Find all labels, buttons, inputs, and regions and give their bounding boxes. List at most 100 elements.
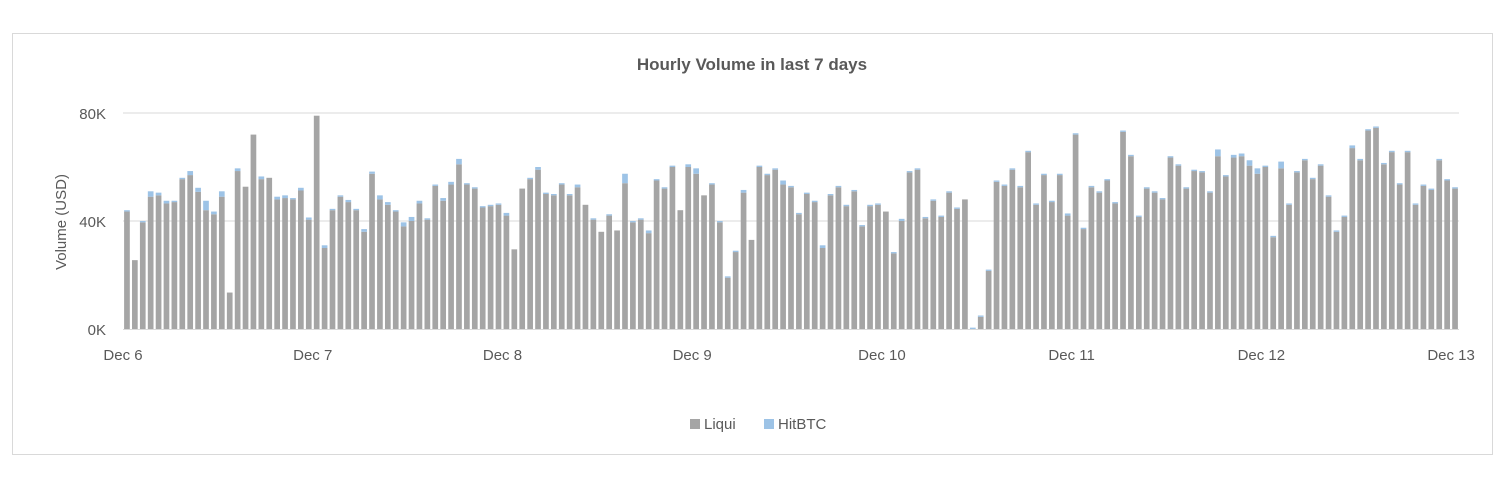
bar-hitbtc: HitBTC: 500	[1033, 203, 1039, 205]
bar-liqui: Liqui: 46000	[384, 204, 391, 329]
bar-liqui: Liqui: 35500	[645, 233, 652, 329]
bar-liqui: Liqui: 46000	[1033, 204, 1039, 329]
bar-hitbtc: HitBTC: 500	[890, 252, 897, 254]
bar-liqui: Liqui: 40500	[637, 219, 644, 329]
bar-hitbtc: HitBTC: 500	[566, 194, 573, 196]
bar-hitbtc: HitBTC: 500	[464, 183, 470, 185]
bar-hitbtc: HitBTC: 1000	[819, 245, 826, 248]
bar-hitbtc: HitBTC: 500	[1388, 150, 1395, 153]
bar-liqui: Liqui: 50800	[195, 191, 201, 329]
bar-hitbtc: HitBTC: 1000	[740, 189, 747, 193]
bar-liqui: Liqui: 58500	[1191, 171, 1198, 329]
bar-liqui: Liqui: 57000	[187, 175, 194, 329]
bar-hitbtc: HitBTC: 1000	[274, 196, 280, 200]
bar-hitbtc: HitBTC: 500	[788, 185, 794, 188]
bar-liqui: Liqui: 45000	[479, 207, 486, 329]
bar-hitbtc: HitBTC: 500	[432, 184, 439, 186]
bar-liqui: Liqui: 43500	[392, 211, 399, 329]
bar-liqui: Liqui: 65500	[1404, 152, 1411, 329]
bar-hitbtc: HitBTC: 500	[1365, 129, 1371, 131]
y-tick-label: 80K	[79, 106, 106, 123]
bar-hitbtc: HitBTC: 500	[1309, 177, 1316, 180]
legend-label: HitBTC	[778, 416, 827, 433]
bar-liqui: Liqui: 41500	[938, 216, 945, 329]
bar-liqui: Liqui: 51500	[1428, 189, 1435, 329]
bar-hitbtc: HitBTC: 500	[977, 315, 984, 317]
bar-hitbtc: HitBTC: 500	[717, 221, 723, 223]
bar-hitbtc: HitBTC: 500	[1017, 185, 1024, 188]
bar-liqui: Liqui: 39500	[139, 222, 146, 329]
bar-liqui: Liqui: 60000	[756, 167, 763, 329]
bar-hitbtc: HitBTC: 1000	[234, 168, 241, 172]
bar-liqui: Liqui: 36000	[361, 231, 367, 329]
bar-hitbtc: HitBTC: 500	[1412, 203, 1419, 205]
bar-hitbtc: HitBTC: 500	[471, 187, 478, 189]
bar-hitbtc: HitBTC: 1000	[163, 200, 170, 204]
bar-hitbtc: HitBTC: 500	[487, 204, 494, 207]
bar-liqui: Liqui: 41500	[1135, 216, 1142, 329]
bar-hitbtc: HitBTC: 500	[550, 194, 557, 196]
bar-liqui: Liqui: 59000	[914, 169, 921, 329]
bar-hitbtc: HitBTC: 500	[811, 200, 818, 203]
x-tick-label: Dec 12	[1238, 347, 1286, 364]
bar-liqui: Liqui: 46000	[495, 204, 502, 329]
bar-hitbtc: HitBTC: 500	[1175, 164, 1182, 166]
legend-item-liqui: Liqui	[690, 416, 736, 433]
bar-hitbtc: HitBTC: 500	[1444, 179, 1450, 181]
bar-liqui: Liqui: 57500	[1254, 173, 1261, 329]
bar-hitbtc: HitBTC: 500	[764, 173, 771, 176]
bar-liqui: Liqui: 63500	[1230, 157, 1237, 329]
bar-liqui: Liqui: 50500	[740, 192, 747, 329]
bar-liqui: Liqui: 46000	[1412, 204, 1419, 329]
bar-hitbtc: HitBTC: 500	[1428, 188, 1435, 190]
bar-liqui: Liqui: 45500	[867, 206, 873, 329]
bar-liqui: Liqui: 50000	[543, 194, 549, 329]
bar-liqui: Liqui: 53500	[780, 184, 786, 329]
bar-hitbtc: HitBTC: 800	[345, 199, 352, 203]
bar-hitbtc: HitBTC: 3500	[203, 200, 209, 211]
bar-liqui: Liqui: 52500	[835, 187, 842, 329]
bar-hitbtc: HitBTC: 1500	[195, 187, 201, 192]
bar-liqui: Liqui: 38000	[400, 226, 407, 329]
x-tick-label: Dec 11	[1048, 347, 1094, 364]
bar-liqui: Liqui: 47000	[171, 202, 178, 329]
bar-liqui: Liqui: 58000	[906, 172, 913, 329]
bar-hitbtc: HitBTC: 500	[851, 189, 858, 192]
bar-hitbtc: HitBTC: 500	[1341, 215, 1348, 217]
bar-liqui: Liqui: 48000	[962, 199, 968, 329]
bar-hitbtc: HitBTC: 500	[1333, 230, 1340, 232]
bar-hitbtc: HitBTC: 500	[1270, 235, 1277, 238]
bars: Liqui: 43500HitBTC: 500Liqui: 25500Liqui…	[124, 115, 1458, 329]
bar-liqui: Liqui: 44000	[677, 210, 684, 329]
bar-liqui: Liqui: 40500	[590, 219, 597, 329]
bar-liqui: Liqui: 72000	[1072, 134, 1079, 329]
bar-liqui: Liqui: 58000	[1199, 172, 1205, 329]
x-tick-label: Dec 10	[858, 347, 906, 364]
bar-hitbtc: HitBTC: 500	[1143, 187, 1150, 189]
bar-liqui: Liqui: 30000	[819, 248, 826, 329]
bar-hitbtc: HitBTC: 500	[1080, 227, 1087, 230]
bar-hitbtc: HitBTC: 500	[724, 276, 731, 278]
bar-hitbtc: HitBTC: 1000	[574, 184, 581, 188]
bar-hitbtc: HitBTC: 2000	[456, 158, 462, 165]
x-axis-ticks: Dec 6 Dec 7 Dec 8 Dec 9 Dec 10 Dec 11 Dec 12 De…	[103, 347, 1474, 364]
bar-liqui: Liqui: 47500	[440, 200, 447, 329]
bar-hitbtc: HitBTC: 500	[922, 216, 929, 219]
bar-liqui: Liqui: 62500	[1302, 160, 1308, 329]
bar-liqui: Liqui: 73500	[1365, 130, 1371, 329]
bar-hitbtc: HitBTC: 500	[1096, 191, 1103, 193]
bar-hitbtc: HitBTC: 500	[993, 180, 1000, 182]
bar-hitbtc: HitBTC: 800	[369, 171, 375, 174]
bar-liqui: Liqui: 52000	[519, 188, 526, 329]
bar-liqui: Liqui: 60000	[669, 167, 676, 329]
bar-liqui: Liqui: 51300	[298, 190, 304, 329]
bar-liqui: Liqui: 45500	[487, 206, 494, 329]
bar-liqui: Liqui: 50500	[1207, 192, 1213, 329]
legend-swatch	[690, 419, 700, 429]
y-axis-label: Volume (USD)	[53, 174, 70, 270]
bar-hitbtc: HitBTC: 500	[1183, 187, 1190, 189]
bar-liqui: Liqui: 49500	[701, 195, 707, 329]
bar-liqui: Liqui: 55500	[527, 179, 533, 329]
bar-hitbtc: HitBTC: 500	[479, 206, 486, 208]
bar-liqui: Liqui: 42500	[796, 214, 802, 329]
